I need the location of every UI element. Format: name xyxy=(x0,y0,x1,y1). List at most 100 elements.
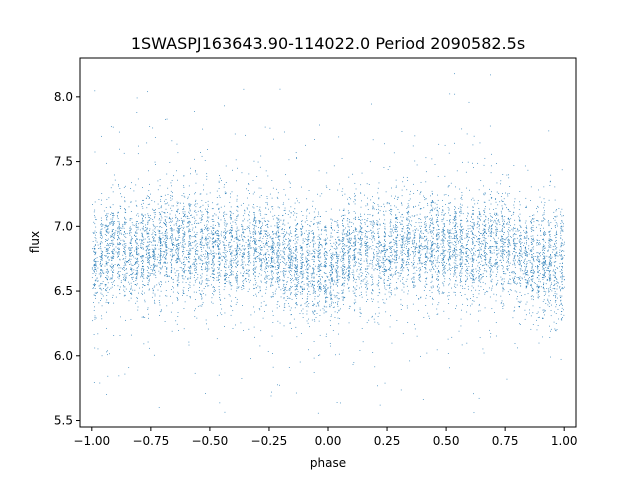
data-point xyxy=(260,195,262,196)
data-point xyxy=(160,259,161,261)
data-point xyxy=(249,248,251,249)
data-point xyxy=(389,287,390,289)
data-point xyxy=(460,208,462,210)
data-point xyxy=(335,354,336,356)
data-point xyxy=(319,285,320,287)
data-point xyxy=(538,242,540,244)
data-point xyxy=(324,226,326,228)
data-point xyxy=(301,220,303,222)
data-point xyxy=(383,274,385,275)
data-point xyxy=(155,245,156,247)
data-point xyxy=(525,287,527,289)
data-point xyxy=(355,219,356,220)
data-point xyxy=(317,412,319,414)
data-point xyxy=(384,253,385,255)
data-point xyxy=(105,213,107,215)
data-point xyxy=(270,286,272,288)
data-point xyxy=(487,219,489,221)
data-point xyxy=(432,207,434,209)
data-point xyxy=(270,261,272,263)
data-point xyxy=(420,257,422,259)
data-point xyxy=(189,285,191,287)
data-point xyxy=(334,220,336,222)
data-point xyxy=(257,257,259,259)
data-point xyxy=(288,210,290,212)
data-point xyxy=(429,212,431,214)
data-point xyxy=(194,193,195,195)
data-point xyxy=(156,264,158,266)
data-point xyxy=(427,248,429,250)
data-point xyxy=(490,203,492,205)
data-point xyxy=(234,222,236,223)
data-point xyxy=(147,220,149,222)
data-point xyxy=(272,296,274,298)
data-point xyxy=(503,252,505,254)
data-point xyxy=(543,309,545,311)
data-point xyxy=(485,223,487,225)
data-point xyxy=(414,285,416,287)
data-point xyxy=(479,238,480,240)
data-point xyxy=(424,240,426,242)
data-point xyxy=(279,322,281,324)
data-point xyxy=(118,278,120,280)
data-point xyxy=(265,305,267,306)
data-point xyxy=(101,225,103,227)
data-point xyxy=(302,288,303,290)
data-point xyxy=(446,220,448,221)
data-point xyxy=(336,257,338,259)
data-point xyxy=(376,224,378,225)
data-point xyxy=(362,272,364,274)
data-point xyxy=(259,247,261,249)
data-point xyxy=(479,219,481,220)
data-point xyxy=(141,273,143,275)
data-point xyxy=(193,265,195,267)
data-point xyxy=(119,293,121,294)
data-point xyxy=(545,260,547,262)
data-point xyxy=(353,286,354,288)
data-point xyxy=(348,226,350,228)
data-point xyxy=(163,222,165,223)
data-point xyxy=(332,254,333,256)
data-point xyxy=(406,176,408,178)
data-point xyxy=(331,302,332,304)
data-point xyxy=(506,266,508,267)
data-point xyxy=(265,259,267,261)
data-point xyxy=(553,269,554,271)
data-point xyxy=(333,242,335,244)
data-point xyxy=(132,265,134,266)
data-point xyxy=(348,275,350,277)
data-point xyxy=(235,278,237,280)
data-point xyxy=(313,287,314,289)
data-point xyxy=(206,224,208,226)
data-point xyxy=(345,233,347,235)
data-point xyxy=(413,259,415,261)
data-point xyxy=(277,217,279,219)
data-point xyxy=(118,221,120,223)
data-point xyxy=(266,245,268,246)
data-point xyxy=(461,198,463,200)
data-point xyxy=(295,241,297,243)
data-point xyxy=(201,280,203,282)
data-point xyxy=(152,240,154,242)
data-point xyxy=(383,167,385,168)
data-point xyxy=(550,265,552,267)
data-point xyxy=(473,225,475,227)
data-point xyxy=(155,244,156,246)
data-point xyxy=(207,241,209,243)
data-point xyxy=(468,231,469,232)
data-point xyxy=(92,284,94,285)
data-point xyxy=(241,225,243,227)
data-point xyxy=(193,262,195,264)
data-point xyxy=(177,243,178,245)
data-point xyxy=(501,215,503,217)
data-point xyxy=(195,251,197,253)
data-point xyxy=(419,255,421,257)
data-point xyxy=(135,272,137,274)
data-point xyxy=(326,306,328,308)
data-point xyxy=(478,267,480,268)
data-point xyxy=(295,225,297,227)
data-point xyxy=(502,271,504,273)
data-point xyxy=(472,214,474,215)
data-point xyxy=(135,302,137,304)
data-point xyxy=(177,255,179,257)
